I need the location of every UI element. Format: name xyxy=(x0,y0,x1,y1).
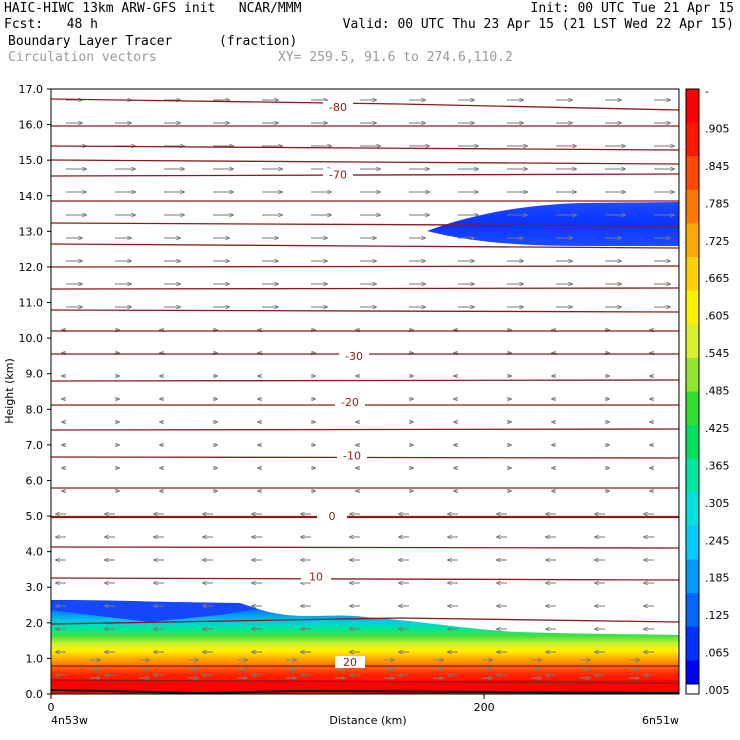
colorbar-swatch xyxy=(686,425,699,460)
x-tick-label: 0 xyxy=(48,701,55,714)
contour-label-bg xyxy=(337,449,367,462)
colorbar-swatch xyxy=(686,559,699,594)
colorbar-label: .605 xyxy=(705,310,730,323)
colorbar-label: .185 xyxy=(705,572,730,585)
surface-layer xyxy=(51,680,679,694)
plot-frame xyxy=(50,88,680,695)
colorbar-label: .545 xyxy=(705,347,730,360)
right-location: 6n51w xyxy=(642,714,679,727)
colorbar-label: .065 xyxy=(705,647,730,660)
contour-label-bg xyxy=(335,655,365,668)
y-tick-label: 10.0 xyxy=(19,332,44,345)
contour-label: -10 xyxy=(343,450,361,463)
colorbar-label: .785 xyxy=(705,197,730,210)
colorbar-label: .305 xyxy=(705,497,730,510)
colorbar-label: .725 xyxy=(705,235,730,248)
y-tick-label: 3.0 xyxy=(26,581,44,594)
left-location: 4n53w xyxy=(51,714,88,727)
contour-label-bg xyxy=(323,168,353,181)
y-tick-label: 12.0 xyxy=(19,261,44,274)
x-tick-label: 200 xyxy=(474,701,495,714)
vectors-label: Circulation vectors xyxy=(8,50,157,65)
colorbar-swatch xyxy=(686,458,699,493)
y-tick-label: 2.0 xyxy=(26,617,44,630)
contour-label: -70 xyxy=(329,168,347,181)
forecast-hour: Fcst: 48 h xyxy=(4,17,98,32)
colorbar-label: - xyxy=(705,85,709,98)
colorbar-swatch xyxy=(686,593,699,628)
y-tick-label: 13.0 xyxy=(19,225,44,238)
colorbar-label: .365 xyxy=(705,459,730,472)
colorbar-label: .425 xyxy=(705,422,730,435)
y-tick-label: 5.0 xyxy=(26,510,44,523)
contour-label: 0 xyxy=(329,510,336,523)
temperature-contours xyxy=(51,98,679,684)
colorbar-swatch-min xyxy=(685,683,700,695)
colorbar-swatch xyxy=(686,391,699,426)
colorbar-swatch xyxy=(686,223,699,258)
upper-tracer-plume xyxy=(427,202,679,246)
y-tick-label: 8.0 xyxy=(26,403,44,416)
y-tick-label: 1.0 xyxy=(26,652,44,665)
contour-label: 20 xyxy=(343,656,357,669)
colorbar: - .905 .845 .785 .725 .665 .605 .545 .485 .425 .36… xyxy=(685,85,730,697)
colorbar-frame xyxy=(685,88,700,695)
colorbar-label: .905 xyxy=(705,122,730,135)
colorbar-label: .245 xyxy=(705,534,730,547)
colorbar-swatch xyxy=(686,324,699,359)
xy-range: XY= 259.5, 91.6 to 274.6,110.2 xyxy=(278,50,513,65)
colorbar-swatch xyxy=(686,156,699,191)
contour-label: 10 xyxy=(309,571,323,584)
y-tick-label: 6.0 xyxy=(26,474,44,487)
contour-label: -20 xyxy=(341,396,359,409)
terrain-line xyxy=(51,689,679,694)
colorbar-swatch xyxy=(686,525,699,561)
y-tick-label: 0.0 xyxy=(26,688,44,701)
contour-label-bg xyxy=(323,100,353,113)
colorbar-label: .845 xyxy=(705,160,730,173)
field-name: Boundary Layer Tracer xyxy=(8,34,173,49)
colorbar-swatch xyxy=(686,122,699,157)
colorbar-swatch xyxy=(686,290,699,325)
y-tick-label: 4.0 xyxy=(26,546,44,559)
y-tick-label: 17.0 xyxy=(19,83,44,96)
contour-label: -30 xyxy=(345,350,363,363)
y-tick-label: 7.0 xyxy=(26,439,44,452)
colorbar-swatch xyxy=(686,626,699,661)
contour-label-bg xyxy=(335,396,365,409)
model-title: HAIC-HIWC 13km ARW-GFS init NCAR/MMM xyxy=(4,1,302,16)
colorbar-label: .005 xyxy=(705,684,730,697)
contour-label: -80 xyxy=(329,101,347,114)
y-tick-label: 15.0 xyxy=(19,154,44,167)
colorbar-swatch xyxy=(686,492,699,527)
colorbar-swatch xyxy=(686,89,699,124)
colorbar-label: .665 xyxy=(705,272,730,285)
init-time: Init: 00 UTC Tue 21 Apr 15 xyxy=(530,1,735,16)
contour-label-bg xyxy=(339,349,369,362)
y-tick-label: 16.0 xyxy=(19,119,44,132)
colorbar-swatch xyxy=(686,189,699,224)
colorbar-label: .125 xyxy=(705,609,730,622)
field-units: (fraction) xyxy=(219,34,298,49)
circulation-vectors xyxy=(56,100,679,678)
y-axis-title: Height (km) xyxy=(3,358,16,424)
y-tick-label: 11.0 xyxy=(19,297,44,310)
boundary-layer-shading xyxy=(51,600,679,694)
x-axis: 0 200 xyxy=(48,694,495,714)
colorbar-label: .485 xyxy=(705,385,730,398)
y-tick-label: 14.0 xyxy=(19,190,44,203)
colorbar-swatch xyxy=(686,357,699,392)
contour-label-bg xyxy=(301,570,331,583)
valid-time: Valid: 00 UTC Thu 23 Apr 15 (21 LST Wed … xyxy=(342,17,734,32)
y-tick-label: 9.0 xyxy=(26,368,44,381)
x-axis-title: Distance (km) xyxy=(329,714,406,727)
contour-label-bg xyxy=(317,510,347,523)
colorbar-swatch xyxy=(686,257,699,292)
y-axis: 0.0 1.0 2.0 3.0 4.0 5.0 6.0 7.0 8.0 9.0 10.0 11.0 12… xyxy=(19,83,51,701)
